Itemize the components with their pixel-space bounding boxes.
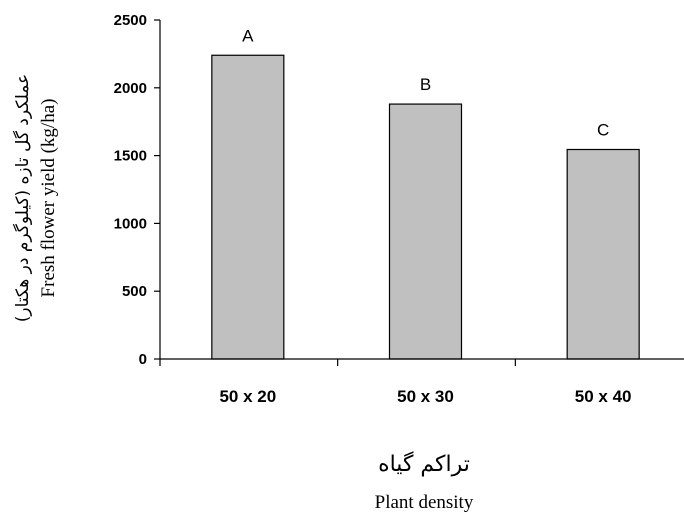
- y-axis-ticks: 0 500 1000 1500 2000 2500: [114, 12, 160, 368]
- y-tick-label: 1500: [114, 148, 147, 165]
- y-tick-label: 2000: [114, 80, 147, 97]
- y-tick-label: 500: [122, 283, 147, 300]
- x-tick-label: 50 x 30: [397, 387, 454, 406]
- bars: A B C: [211, 26, 640, 360]
- bar: [566, 148, 640, 360]
- y-tick-label: 2500: [114, 12, 147, 29]
- x-axis-title-fa: تراکم گیاه: [378, 451, 470, 477]
- bar: [388, 103, 463, 360]
- x-tick-label: 50 x 40: [575, 387, 632, 406]
- y-axis-title-fa: عملکرد گل تازه (کیلوگرم در هکتار): [12, 74, 33, 323]
- x-axis-ticks: 50 x 20 50 x 30 50 x 40: [159, 359, 632, 406]
- y-tick-label: 1000: [114, 215, 147, 232]
- bar-data-label: C: [597, 120, 609, 139]
- bar-data-label: B: [420, 75, 431, 94]
- y-axis-title: Fresh flower yield (kg/ha): [38, 99, 59, 298]
- bar-data-label: A: [242, 26, 254, 45]
- x-axis-title: Plant density: [375, 492, 474, 513]
- x-tick-label: 50 x 20: [219, 387, 276, 406]
- bar: [211, 54, 285, 360]
- y-tick-label: 0: [139, 351, 147, 368]
